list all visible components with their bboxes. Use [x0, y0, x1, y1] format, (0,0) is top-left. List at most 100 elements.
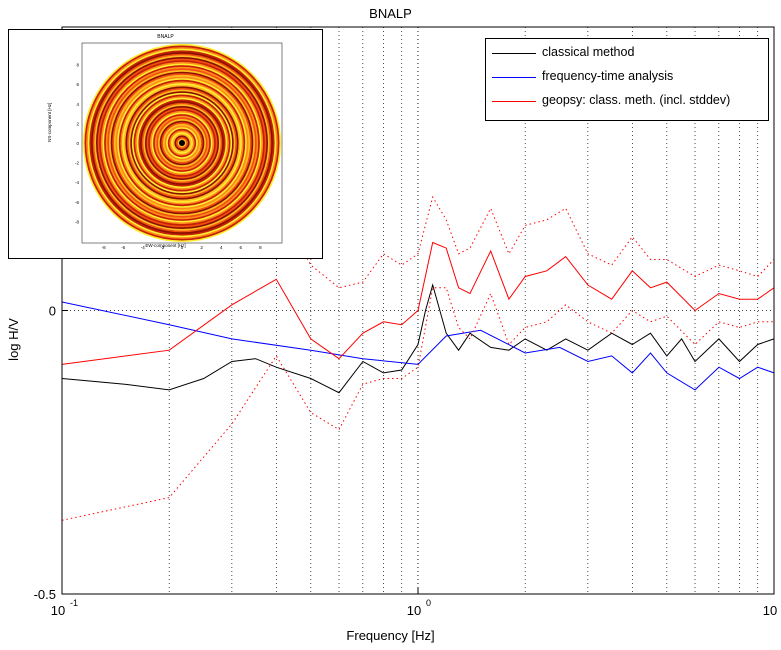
inset-x-tick: 8 — [259, 245, 262, 250]
inset-y-tick: -8 — [75, 219, 79, 224]
inset-ring — [112, 73, 252, 213]
inset-ring — [82, 43, 282, 243]
inset-ring — [86, 47, 278, 239]
inset-ring — [113, 74, 251, 212]
inset-ring — [89, 50, 275, 236]
series-line-4 — [61, 287, 774, 521]
inset-ring — [91, 52, 273, 234]
inset-ring — [97, 58, 267, 228]
legend-label: geopsy: class. meth. (incl. stddev) — [542, 93, 731, 107]
inset-x-tick: 0 — [181, 245, 184, 250]
inset-x-tick: -4 — [141, 245, 145, 250]
inset-ring — [162, 123, 202, 163]
inset-ring — [161, 122, 203, 164]
inset-ring — [135, 96, 229, 190]
legend-swatch — [492, 101, 536, 102]
inset-y-tick: 4 — [76, 102, 79, 107]
legend-label: classical method — [542, 45, 635, 59]
inset-ring — [151, 112, 213, 174]
inset-ring — [105, 66, 259, 220]
y-tick-label: 0 — [49, 304, 56, 319]
inset-ring — [176, 136, 189, 149]
x-tick-label: 10 — [51, 603, 65, 618]
inset-ring — [104, 65, 260, 221]
x-tick-label: 10 — [407, 603, 421, 618]
inset-ring — [148, 109, 216, 177]
series-line-0 — [61, 283, 775, 394]
inset-ring — [110, 71, 254, 215]
inset-ring — [115, 76, 249, 210]
inset-ring — [117, 78, 247, 208]
x-tick-label: 10 — [763, 603, 777, 618]
chart-title: BNALP — [369, 6, 412, 21]
legend-swatch — [492, 53, 536, 54]
inset-x-tick: -6 — [121, 245, 125, 250]
inset-ring — [136, 97, 228, 189]
inset-polar-plot: BNALP -8 -8 -6 -6 -4 -4 -2 -2 0 0 2 2 4 4 6 6 8 8 EW-comp… — [8, 29, 323, 259]
inset-ring — [164, 125, 200, 161]
inset-ring — [167, 128, 197, 158]
inset-ring — [143, 104, 221, 182]
inset-ring — [171, 132, 193, 154]
inset-ring — [99, 60, 265, 226]
inset-x-tick: 2 — [200, 245, 203, 250]
series-layer — [61, 185, 775, 521]
legend: classical method frequency-time analysis… — [485, 38, 769, 121]
x-tick-exponent: 0 — [426, 598, 431, 608]
inset-ring — [153, 114, 211, 172]
legend-item-frequency-time: frequency-time analysis — [486, 68, 768, 88]
inset-ring — [125, 86, 239, 200]
legend-item-geopsy: geopsy: class. meth. (incl. stddev) — [486, 92, 768, 112]
x-tick-exponent: -1 — [70, 598, 78, 608]
inset-ring — [166, 127, 198, 159]
inset-ring — [123, 84, 241, 202]
inset-rings: -8 -8 -6 -6 -4 -4 -2 -2 0 0 2 2 4 4 6 6 8 8 — [75, 42, 283, 250]
inset-ring — [169, 130, 195, 156]
legend-item-classical: classical method — [486, 44, 768, 64]
inset-ring — [102, 63, 262, 223]
series-line-3 — [61, 185, 775, 289]
inset-ring — [92, 53, 272, 233]
inset-y-tick: 6 — [76, 82, 79, 87]
inset-ring — [87, 48, 277, 238]
inset-title: BNALP — [157, 34, 174, 40]
inset-ring — [146, 107, 218, 179]
y-tick-label: -0.5 — [34, 587, 56, 602]
inset-x-tick: -2 — [160, 245, 164, 250]
inset-center-dot — [179, 140, 185, 146]
inset-ring — [149, 110, 215, 176]
inset-ring — [172, 133, 192, 153]
inset-y-tick: -2 — [75, 161, 79, 166]
inset-ring — [141, 102, 223, 184]
inset-ring — [154, 115, 210, 171]
inset-ring — [177, 138, 187, 148]
inset-y-tick: -4 — [75, 180, 79, 185]
inset-y-tick: 0 — [76, 141, 79, 146]
inset-ring — [133, 94, 231, 192]
inset-ring — [126, 87, 238, 199]
inset-ring — [95, 56, 269, 230]
inset-ring — [158, 118, 207, 167]
inset-ring — [130, 91, 234, 195]
inset-ring — [159, 120, 205, 166]
inset-x-tick: -8 — [102, 245, 106, 250]
inset-x-label: EW-component [Hz] — [145, 243, 186, 248]
inset-ring — [94, 55, 270, 231]
inset-y-tick: 2 — [76, 121, 79, 126]
y-axis-label: log H/V — [5, 318, 21, 361]
inset-ring — [128, 89, 236, 197]
inset-ring — [174, 135, 190, 151]
inset-ring — [156, 117, 208, 169]
inset-ring — [131, 92, 233, 194]
x-axis-label: Frequency [Hz] — [346, 628, 435, 643]
inset-ring — [84, 45, 280, 241]
inset-axes-frame — [81, 42, 283, 244]
inset-ring — [138, 99, 226, 187]
inset-x-tick: 4 — [220, 245, 223, 250]
inset-y-tick: 8 — [76, 63, 79, 68]
series-line-2 — [61, 241, 775, 365]
inset-ring — [140, 101, 224, 185]
inset-y-label: NS-component [Hz] — [47, 102, 52, 142]
inset-ring — [122, 83, 242, 203]
